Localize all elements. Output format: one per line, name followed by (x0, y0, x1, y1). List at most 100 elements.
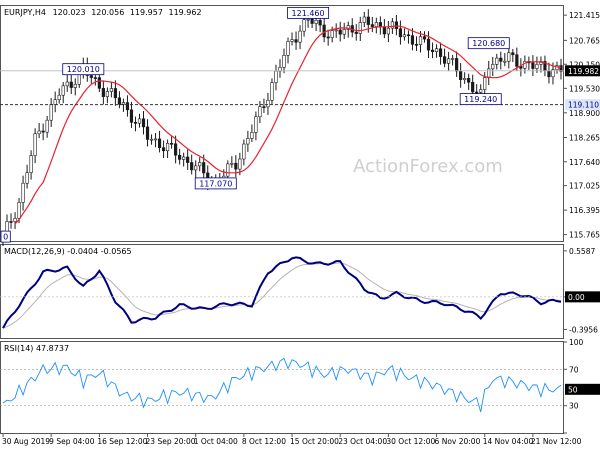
candle-body (306, 18, 310, 21)
candle-body (354, 31, 358, 34)
macd-signal-line (2, 262, 562, 329)
candle-body (53, 99, 57, 105)
candle-body (398, 28, 403, 38)
macd-current-tag: 0.00 (568, 293, 585, 302)
candle-body (483, 77, 487, 90)
moving-average-line (14, 25, 562, 225)
candle-body (274, 70, 278, 83)
price-title-symbol: EURJPY,H4 (4, 8, 46, 17)
candle-body (374, 22, 378, 27)
price-annotation-box (467, 37, 510, 50)
price-annotation-box (0, 230, 11, 243)
candle-body (414, 44, 419, 46)
candle-body (101, 87, 105, 97)
level-tag-box (565, 99, 600, 111)
price-axis-label: 115.765 (569, 231, 600, 240)
candle-body (174, 143, 178, 156)
candle-body (57, 94, 61, 101)
price-annotation: 120.010 (67, 65, 100, 74)
rsi-axis: 100 70 30 50 (564, 338, 600, 434)
ohlc-close: 119.962 (168, 8, 201, 17)
rsi-axis-label: 30 (569, 402, 579, 411)
candle-body (73, 83, 77, 88)
candle-body (41, 130, 45, 133)
candle-body (13, 218, 17, 222)
price-axis-label: 117.025 (569, 182, 600, 191)
candle-body (97, 77, 101, 89)
macd-lines (0, 256, 564, 329)
candle-body (246, 138, 250, 145)
candle-body (495, 57, 499, 65)
time-axis-label: 21 Nov 12:00 (531, 437, 582, 446)
candle-body (334, 29, 338, 32)
candle-body (226, 163, 230, 177)
candle-body (254, 116, 258, 133)
candle-body (262, 106, 266, 108)
rsi-line (2, 357, 562, 413)
candle-body (198, 162, 202, 167)
candle-body (362, 16, 366, 23)
candle-body (194, 165, 198, 171)
price-title: EURJPY,H4 120.023 120.056 119.957 119.96… (4, 8, 202, 17)
candle-body (93, 77, 97, 79)
price-annotation-box (62, 63, 105, 76)
macd-panel (0, 244, 564, 339)
candle-body (318, 19, 322, 26)
time-axis-label: 1 Oct 04:00 (194, 437, 238, 446)
time-axis-label: 23 Oct 04:00 (338, 437, 387, 446)
candle-body (230, 162, 234, 165)
candle-body (125, 102, 130, 111)
ohlc-low: 119.957 (130, 8, 163, 17)
level-tag: 119.110 (568, 101, 599, 110)
price-axis-label: 116.395 (569, 206, 600, 215)
candle-body (406, 34, 411, 37)
candle-body (141, 118, 146, 128)
price-axis-label: 118.900 (569, 109, 600, 118)
candle-body (322, 24, 326, 38)
candle-body (109, 88, 113, 92)
candle-body (531, 62, 535, 69)
price-annotation: 121.460 (292, 9, 325, 18)
candle-body (182, 156, 186, 160)
candle-body (137, 118, 142, 124)
time-axis-label: 30 Oct 12:00 (386, 437, 435, 446)
time-axis-label: 9 Sep 04:00 (49, 437, 95, 446)
candle-body (270, 82, 274, 101)
ohlc-high: 120.056 (91, 8, 124, 17)
candle-body (471, 81, 475, 93)
candle-body (21, 182, 25, 203)
candle-body (29, 155, 33, 173)
time-axis-label: 30 Aug 2019 (2, 437, 50, 446)
candle-body (499, 57, 503, 62)
time-axis-label: 14 Nov 04:00 (483, 437, 534, 446)
price-axis: 121.415 120.765 120.150 119.530 118.900 118.2… (564, 11, 600, 240)
current-price-tag-box (565, 65, 600, 77)
candle-body (442, 56, 447, 64)
price-candles: 121.460 120.010 120.680 119.240 117.070 0 (0, 6, 564, 247)
candle-body (282, 55, 286, 68)
candle-body (145, 126, 150, 140)
time-axis-label: 8 Oct 12:00 (242, 437, 286, 446)
price-axis-label: 117.640 (569, 158, 600, 167)
price-annotation: 120.680 (472, 39, 505, 48)
candle-body (386, 27, 390, 35)
candle-body (49, 104, 53, 121)
candle-body (559, 65, 563, 72)
price-annotation-box (459, 93, 502, 106)
candle-body (418, 36, 423, 45)
candle-body (330, 30, 334, 38)
macd-current-tag-box (565, 291, 600, 303)
candle-body (479, 89, 483, 93)
candle-body (113, 88, 118, 99)
candle-body (165, 143, 170, 152)
candle-body (438, 48, 443, 57)
candle-body (117, 97, 122, 105)
price-axis-label: 120.765 (569, 36, 600, 45)
price-axis-label: 118.265 (569, 133, 600, 142)
rsi-current-tag-box (565, 383, 600, 395)
candle-body (491, 64, 495, 70)
candle-body (402, 34, 407, 38)
